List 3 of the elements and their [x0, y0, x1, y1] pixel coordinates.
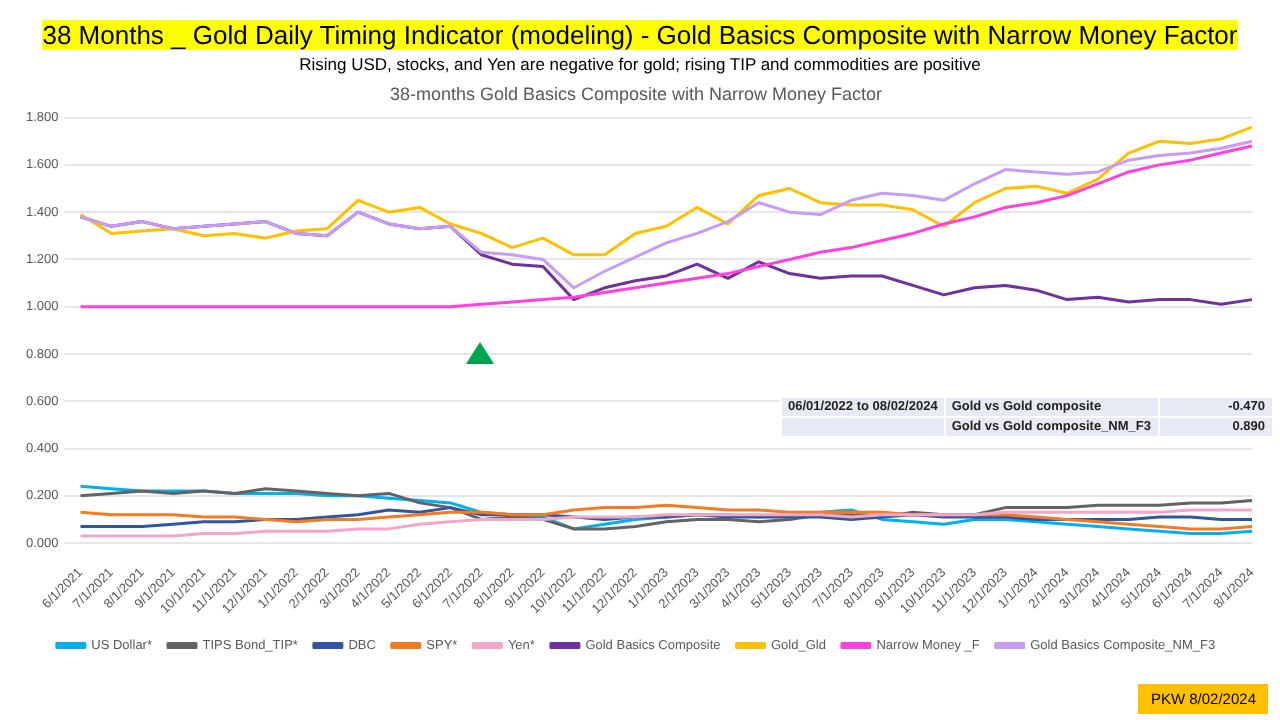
- chart-title: 38 Months _ Gold Daily Timing Indicator (modeling) - Gold Basics Composite with Narrow Money Factor: [42, 20, 1238, 50]
- chart-subtitle: Rising USD, stocks, and Yen are negative for gold; rising TIP and commodities are positive: [297, 54, 983, 74]
- text: 38-months Gold Basics Composite with Narrow Money Factor: [389, 83, 883, 104]
